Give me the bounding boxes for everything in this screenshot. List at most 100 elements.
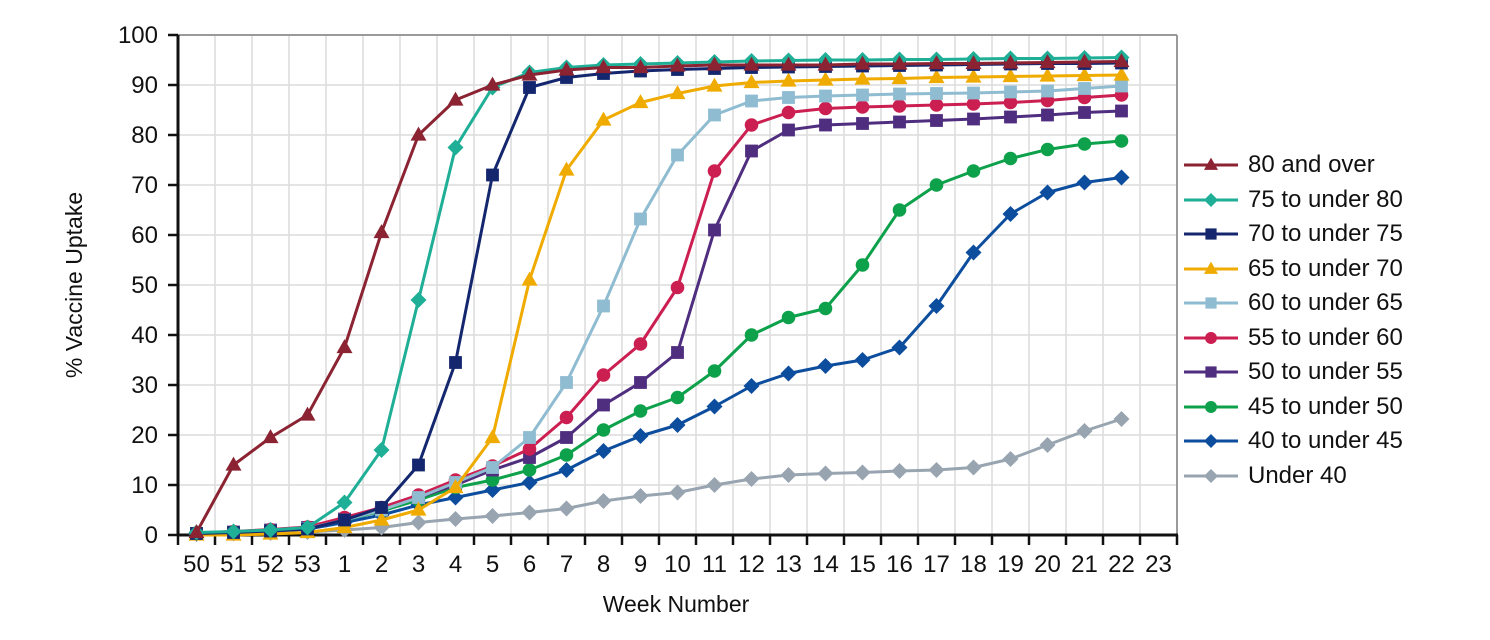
square-marker-icon <box>967 86 980 100</box>
triangle-marker-icon <box>817 56 834 71</box>
diamond-marker-icon <box>595 493 612 509</box>
series-lines <box>188 49 1130 542</box>
y-tick-label: 30 <box>131 372 158 399</box>
circle-marker-icon <box>744 118 759 132</box>
x-tick-label: 9 <box>634 551 647 578</box>
legend-swatch-icon <box>1184 228 1238 240</box>
triangle-marker-icon <box>188 524 205 539</box>
triangle-marker-icon <box>891 55 908 70</box>
diamond-marker-icon <box>410 292 427 308</box>
diamond-marker-icon <box>632 428 649 444</box>
legend-label: 50 to under 55 <box>1248 358 1403 386</box>
legend-swatch-icon <box>1184 192 1238 207</box>
y-axis-title: % Vaccine Uptake <box>61 192 87 378</box>
diamond-marker-icon <box>336 494 353 511</box>
legend-swatch-icon <box>1184 331 1238 344</box>
diamond-marker-icon <box>891 339 908 356</box>
circle-marker-icon <box>929 178 944 192</box>
triangle-marker-icon <box>780 56 797 71</box>
square-marker-icon <box>782 91 795 104</box>
legend-item: 45 to under 50 <box>1182 390 1403 425</box>
diamond-marker-icon <box>1113 411 1130 427</box>
square-marker-icon <box>930 114 943 127</box>
triangle-marker-icon <box>299 406 316 421</box>
circle-marker-icon <box>670 390 685 405</box>
y-tick-label: 20 <box>131 422 158 449</box>
triangle-marker-icon <box>1113 53 1130 68</box>
diamond-marker-icon <box>817 358 834 374</box>
diamond-marker-icon <box>1076 174 1093 191</box>
diamond-marker-icon <box>521 474 538 491</box>
triangle-marker-icon <box>1113 66 1130 81</box>
diamond-marker-icon <box>447 139 464 156</box>
triangle-marker-icon <box>410 501 427 516</box>
legend-swatch-icon <box>1184 400 1238 413</box>
square-marker-icon <box>930 87 943 100</box>
square-marker-icon <box>856 117 869 130</box>
series-line <box>195 60 1122 534</box>
x-tick-label: 4 <box>449 551 462 578</box>
circle-marker-icon <box>559 448 574 462</box>
diamond-marker-icon <box>1039 184 1056 201</box>
circle-marker-icon <box>485 473 500 487</box>
circle-marker-icon <box>1205 400 1217 413</box>
legend-label: 40 to under 45 <box>1248 427 1403 455</box>
triangle-marker-icon <box>484 429 501 444</box>
diamond-marker-icon <box>484 482 501 498</box>
square-marker-icon <box>634 376 647 389</box>
diamond-marker-icon <box>595 443 612 459</box>
triangle-marker-icon <box>484 76 501 91</box>
circle-marker-icon <box>781 310 796 325</box>
square-marker-icon <box>893 87 906 101</box>
triangle-marker-icon <box>1039 67 1056 82</box>
diamond-marker-icon <box>299 519 316 536</box>
square-marker-icon <box>1205 297 1217 309</box>
circle-marker-icon <box>929 98 944 112</box>
y-tick-label: 60 <box>131 222 158 249</box>
diamond-marker-icon <box>225 523 242 540</box>
diamond-marker-icon <box>1039 437 1056 453</box>
x-tick-label: 12 <box>738 551 765 578</box>
x-tick-label: 18 <box>960 551 987 578</box>
legend-swatch-icon <box>1184 297 1238 309</box>
square-marker-icon <box>449 356 462 369</box>
square-marker-icon <box>523 431 536 444</box>
x-tick-label: 16 <box>886 551 913 578</box>
diamond-marker-icon <box>780 365 797 382</box>
legend-item: 50 to under 55 <box>1182 355 1403 390</box>
diamond-marker-icon <box>1204 468 1218 483</box>
triangle-marker-icon <box>706 77 723 92</box>
circle-marker-icon <box>633 404 648 418</box>
triangle-marker-icon <box>706 56 723 71</box>
legend-label: 80 and over <box>1248 151 1375 179</box>
square-marker-icon <box>597 398 610 412</box>
square-marker-icon <box>412 458 425 472</box>
triangle-marker-icon <box>595 111 612 126</box>
legend-item: Under 40 <box>1182 459 1403 494</box>
triangle-marker-icon <box>1002 54 1019 69</box>
square-marker-icon <box>1078 106 1091 119</box>
diamond-marker-icon <box>447 511 464 527</box>
x-tick-label: 20 <box>1034 551 1061 578</box>
legend-swatch-icon <box>1184 261 1238 274</box>
circle-marker-icon <box>892 99 907 113</box>
legend-label: Under 40 <box>1248 461 1347 489</box>
triangle-marker-icon <box>1076 53 1093 68</box>
legend-item: 40 to under 45 <box>1182 424 1403 459</box>
circle-marker-icon <box>1205 331 1217 344</box>
circle-marker-icon <box>596 423 611 437</box>
diamond-marker-icon <box>706 398 723 415</box>
circle-marker-icon <box>1040 142 1055 157</box>
y-tick-label: 80 <box>131 122 158 149</box>
square-marker-icon <box>1041 84 1054 98</box>
diamond-marker-icon <box>1002 206 1019 222</box>
x-tick-label: 15 <box>849 551 876 578</box>
x-tick-label: 7 <box>560 551 573 578</box>
triangle-marker-icon <box>669 57 686 72</box>
legend-label: 75 to under 80 <box>1248 185 1403 213</box>
legend-item: 75 to under 80 <box>1182 183 1403 218</box>
circle-marker-icon <box>966 164 981 178</box>
diamond-marker-icon <box>891 463 908 479</box>
diamond-marker-icon <box>558 462 575 478</box>
